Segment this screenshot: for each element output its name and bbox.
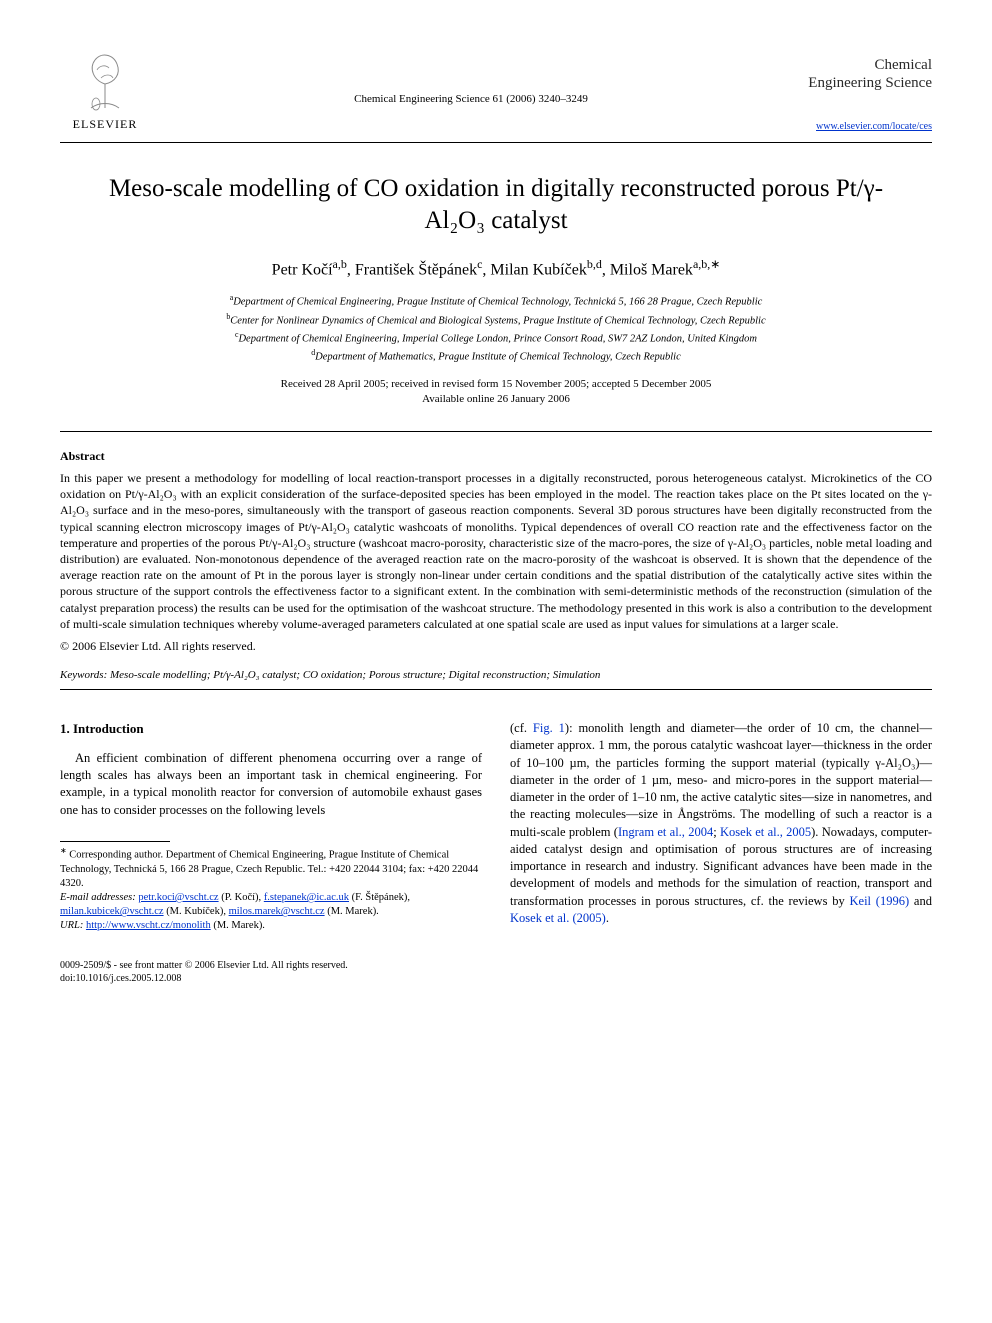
url-who: (M. Marek).: [211, 920, 265, 931]
intro-para-left: An efficient combination of different ph…: [60, 750, 482, 819]
citation-kosek-2005b[interactable]: Kosek et al. (2005): [510, 911, 606, 925]
figure-ref-1[interactable]: Fig. 1: [533, 721, 565, 735]
email-link-2[interactable]: f.stepanek@ic.ac.uk: [264, 892, 349, 903]
left-column: 1. Introduction An efficient combination…: [60, 720, 482, 933]
citation-ingram-2004[interactable]: Ingram et al., 2004: [618, 825, 713, 839]
email-link-3[interactable]: milan.kubicek@vscht.cz: [60, 906, 164, 917]
right-pre: (cf.: [510, 721, 533, 735]
elsevier-tree-icon: [75, 50, 135, 114]
email-who-3: (M. Kubíček),: [164, 906, 229, 917]
article-dates: Received 28 April 2005; received in revi…: [60, 377, 932, 407]
email-label: E-mail addresses:: [60, 892, 136, 903]
keywords-line: Keywords: Meso-scale modelling; Pt/γ-Al₂…: [60, 668, 932, 683]
right-mid: ): monolith length and diameter—the orde…: [510, 721, 932, 839]
citation-kosek-2005a[interactable]: Kosek et al., 2005: [720, 825, 811, 839]
doi-line: doi:10.1016/j.ces.2005.12.008: [60, 972, 932, 985]
journal-title: Chemical Engineering Science: [792, 56, 932, 92]
abstract-body: In this paper we present a methodology f…: [60, 470, 932, 632]
affiliations-block: aDepartment of Chemical Engineering, Pra…: [60, 292, 932, 365]
author-url-link[interactable]: http://www.vscht.cz/monolith: [86, 920, 211, 931]
journal-reference: Chemical Engineering Science 61 (2006) 3…: [150, 50, 792, 107]
url-line: URL: http://www.vscht.cz/monolith (M. Ma…: [60, 919, 482, 933]
email-who-4: (M. Marek).: [325, 906, 379, 917]
section-1-heading: 1. Introduction: [60, 720, 482, 738]
post-keywords-rule: [60, 689, 932, 690]
email-who-2: (F. Štěpánek),: [349, 892, 410, 903]
corr-marker: ∗: [60, 846, 67, 855]
citation-keil-1996[interactable]: Keil (1996): [850, 894, 910, 908]
intro-para-right: (cf. Fig. 1): monolith length and diamet…: [510, 720, 932, 927]
header-rule: [60, 142, 932, 143]
corr-text: Corresponding author. Department of Chem…: [60, 849, 478, 888]
pre-abstract-rule: [60, 431, 932, 432]
journal-title-line2: Engineering Science: [808, 75, 932, 91]
issn-copyright-line: 0009-2509/$ - see front matter © 2006 El…: [60, 959, 932, 972]
page-header: ELSEVIER Chemical Engineering Science 61…: [60, 50, 932, 134]
and-word: and: [909, 894, 932, 908]
right-column: (cf. Fig. 1): monolith length and diamet…: [510, 720, 932, 933]
article-title: Meso-scale modelling of CO oxidation in …: [100, 173, 892, 238]
email-addresses-line: E-mail addresses: petr.koci@vscht.cz (P.…: [60, 891, 482, 919]
publisher-name: ELSEVIER: [73, 116, 138, 132]
journal-title-block: Chemical Engineering Science www.elsevie…: [792, 50, 932, 134]
dates-received: Received 28 April 2005; received in revi…: [281, 378, 712, 390]
abstract-heading: Abstract: [60, 448, 932, 464]
right-end: .: [606, 911, 609, 925]
abstract-copyright: © 2006 Elsevier Ltd. All rights reserved…: [60, 638, 932, 654]
authors-line: Petr Kočía,b, František Štěpánekc, Milan…: [60, 256, 932, 281]
publisher-logo-block: ELSEVIER: [60, 50, 150, 132]
email-link-4[interactable]: milos.marek@vscht.cz: [229, 906, 325, 917]
cite-sep: ;: [713, 825, 720, 839]
email-link-1[interactable]: petr.koci@vscht.cz: [138, 892, 218, 903]
email-who-1: (P. Kočí),: [219, 892, 264, 903]
journal-homepage-link[interactable]: www.elsevier.com/locate/ces: [816, 121, 932, 132]
journal-title-line1: Chemical: [875, 57, 932, 73]
footnote-rule: [60, 841, 170, 842]
keywords-text: Meso-scale modelling; Pt/γ-Al₂O₃ catalys…: [110, 669, 600, 681]
keywords-label: Keywords:: [60, 669, 107, 681]
body-columns: 1. Introduction An efficient combination…: [60, 720, 932, 933]
footnotes-block: ∗ Corresponding author. Department of Ch…: [60, 846, 482, 934]
url-label: URL:: [60, 920, 83, 931]
front-matter-footer: 0009-2509/$ - see front matter © 2006 El…: [60, 959, 932, 985]
dates-online: Available online 26 January 2006: [422, 393, 570, 405]
corresponding-author-note: ∗ Corresponding author. Department of Ch…: [60, 846, 482, 891]
